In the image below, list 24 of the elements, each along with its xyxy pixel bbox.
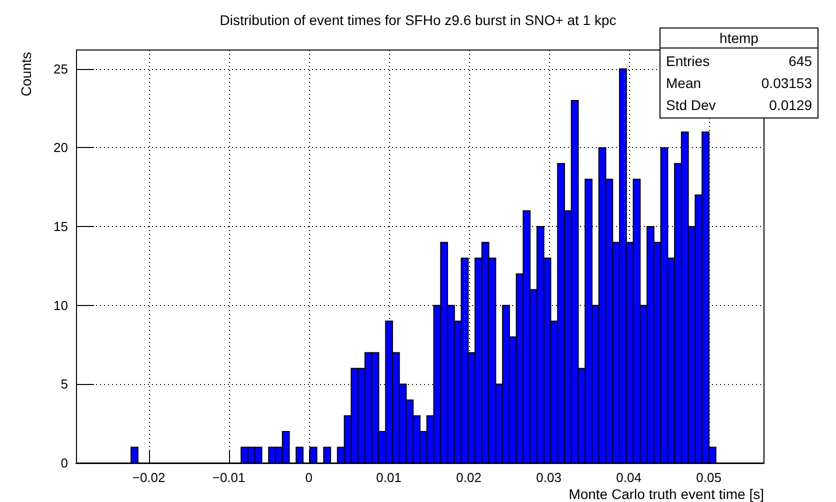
chart-title: Distribution of event times for SFHo z9.6 burst in SNO+ at 1 kpc <box>220 12 616 28</box>
y-tick-label: 5 <box>60 376 68 392</box>
x-tick-label: 0.05 <box>696 470 722 485</box>
y-tick-label: 25 <box>54 61 68 76</box>
y-tick-label: 0 <box>60 456 68 470</box>
text: htemp <box>720 30 759 46</box>
x-tick-label: 0.03 <box>536 470 562 485</box>
y-tick-label: 15 <box>54 219 68 234</box>
x-tick-label: −0.01 <box>212 470 246 485</box>
annotation: Mean <box>666 75 702 91</box>
x-tick-label: 0.01 <box>376 470 402 485</box>
text: 0.0129 <box>769 97 812 113</box>
x-tick-label: 0.04 <box>616 470 642 485</box>
text: 645 <box>788 53 812 69</box>
x-axis-title: Monte Carlo truth event time [s] <box>568 486 764 502</box>
y-axis-title: Counts <box>18 52 34 96</box>
x-tick-label: 0 <box>305 470 312 485</box>
y-tick-label: 20 <box>54 140 68 156</box>
x-tick-label: −0.02 <box>132 470 166 485</box>
annotation: Entries <box>666 53 710 69</box>
y-tick-label: 10 <box>54 298 68 313</box>
annotation: 0.03153 <box>761 75 812 91</box>
annotation: Std Dev <box>666 97 716 113</box>
x-tick-label: 0.02 <box>456 470 482 485</box>
